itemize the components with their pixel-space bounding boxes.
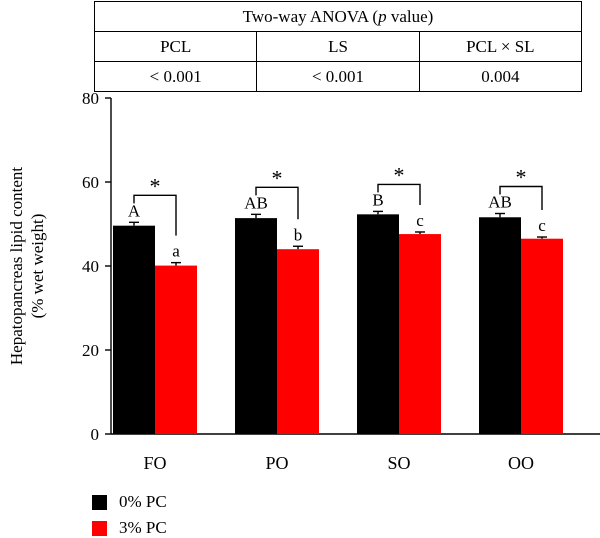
- legend: 0% PC 3% PC: [92, 490, 272, 538]
- bar-chart: 0 20 40 60 80 Hepatopancreas lipid content (% …: [7, 89, 600, 473]
- anova-title-prefix: Two-way ANOVA (: [242, 6, 379, 26]
- significance-star: *: [150, 173, 161, 198]
- y-tick-label: 20: [82, 341, 99, 360]
- anova-value-row: < 0.001 < 0.001 0.004: [93, 61, 583, 92]
- anova-header-pcl: PCL: [93, 31, 258, 62]
- letter-label: A: [128, 201, 141, 220]
- bar-so-0pc: [357, 214, 399, 434]
- y-tick-label: 0: [91, 425, 100, 444]
- anova-title-suffix: value): [386, 6, 434, 26]
- letter-label: B: [372, 190, 383, 209]
- anova-value-interaction: 0.004: [418, 61, 583, 92]
- anova-table: Two-way ANOVA (p value) PCL LS PCL × SL …: [93, 1, 583, 92]
- y-tick-label: 40: [82, 257, 99, 276]
- legend-item-3pc: 3% PC: [92, 518, 167, 538]
- significance-bracket: [255, 186, 299, 220]
- letter-label: b: [294, 225, 303, 244]
- x-category-label: PO: [265, 453, 288, 473]
- significance-bracket: [499, 185, 543, 211]
- bar-fo-3pc: [155, 265, 197, 434]
- significance-bracket: [133, 194, 177, 236]
- x-category-label: OO: [508, 453, 534, 473]
- letter-label: c: [416, 211, 424, 230]
- legend-label-3pc: 3% PC: [119, 518, 167, 537]
- y-tick-label: 80: [82, 89, 99, 108]
- x-category-label: FO: [143, 453, 166, 473]
- anova-value-pcl: < 0.001: [93, 61, 258, 92]
- legend-item-0pc: 0% PC: [92, 492, 167, 512]
- bar-fo-0pc: [113, 225, 155, 434]
- significance-star: *: [394, 162, 405, 187]
- letter-label: c: [538, 216, 546, 235]
- anova-header-row: PCL LS PCL × SL: [93, 31, 583, 62]
- letter-label: AB: [488, 193, 512, 212]
- bar-po-3pc: [277, 249, 319, 434]
- anova-value-ls: < 0.001: [256, 61, 420, 92]
- anova-title-row: Two-way ANOVA (p value): [94, 1, 582, 32]
- bar-oo-0pc: [479, 217, 521, 434]
- letter-label: a: [172, 242, 180, 261]
- bar-po-0pc: [235, 218, 277, 434]
- bar-so-3pc: [399, 234, 441, 434]
- bar-oo-3pc: [521, 238, 563, 434]
- y-axis-label: Hepatopancreas lipid content: [7, 167, 26, 366]
- y-tick-label: 60: [82, 173, 99, 192]
- x-category-label: SO: [387, 453, 410, 473]
- legend-swatch-0pc: [92, 494, 107, 510]
- y-axis-unit: (% wet weight): [28, 214, 47, 319]
- legend-label-0pc: 0% PC: [119, 492, 167, 511]
- legend-swatch-3pc: [92, 520, 107, 536]
- letter-label: AB: [244, 193, 268, 212]
- significance-bracket: [377, 183, 421, 205]
- significance-star: *: [516, 165, 527, 190]
- anova-title: Two-way ANOVA (p value): [94, 1, 582, 32]
- anova-header-interaction: PCL × SL: [418, 31, 583, 62]
- anova-title-p: p: [378, 6, 387, 26]
- significance-star: *: [272, 165, 283, 190]
